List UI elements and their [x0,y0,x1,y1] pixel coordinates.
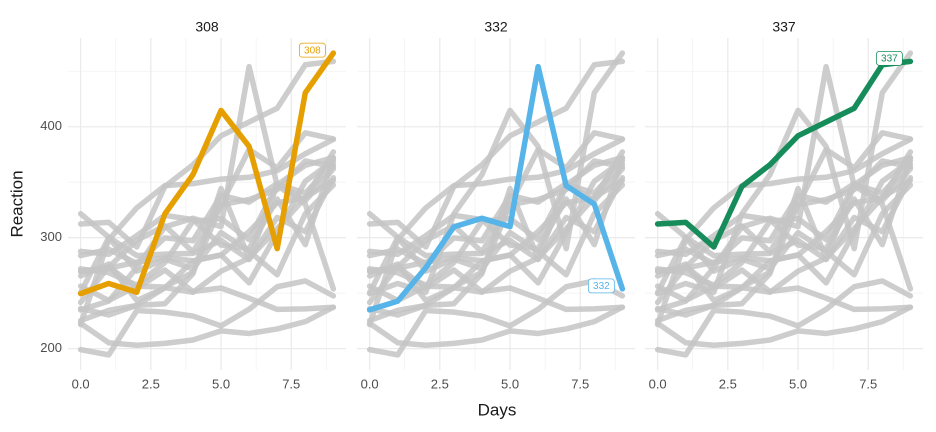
end-label: 308 [304,45,321,56]
x-tick-label: 0.0 [361,376,379,391]
y-tick-label: 300 [40,229,62,244]
end-label: 337 [881,54,898,65]
x-tick-label: 7.5 [571,376,589,391]
highlight-line [654,58,914,250]
background-line [654,157,914,286]
x-tick-label: 0.0 [72,376,90,391]
end-label: 332 [593,281,610,292]
background-line [77,58,337,250]
y-tick-label: 200 [40,340,62,355]
end-label-box [587,278,615,294]
background-line [654,278,914,358]
background-line [366,278,626,358]
x-tick-label: 7.5 [282,376,300,391]
background-line [77,63,337,313]
x-tick-label: 7.5 [859,376,877,391]
end-label-box [875,50,903,66]
y-tick-label: 400 [40,118,62,133]
panel-title: 337 [772,19,796,35]
x-tick-label: 5.0 [212,376,230,391]
x-tick-label: 5.0 [501,376,519,391]
panel-title: 308 [195,19,219,35]
background-line [366,157,626,286]
panel: 332 0.0 2.5 5.0 7.5 332 [357,19,635,391]
background-line [77,304,337,349]
background-line [366,58,626,250]
x-tick-label: 0.0 [649,376,667,391]
background-line [77,157,337,286]
panel: 308 200 300 400 0.0 2.5 5.0 7.5 308 [40,19,346,391]
x-tick-label: 5.0 [789,376,807,391]
end-label-box [298,42,326,58]
highlight-line [366,63,626,313]
x-axis-title: Days [478,400,517,419]
background-line [366,304,626,349]
x-tick-label: 2.5 [719,376,737,391]
x-tick-label: 2.5 [431,376,449,391]
highlight-line [77,50,337,297]
y-axis-title: Reaction [7,170,26,237]
background-line [77,278,337,358]
panel-title: 332 [484,19,508,35]
background-line [654,304,914,349]
x-tick-label: 2.5 [142,376,160,391]
background-line [654,63,914,313]
panel: 337 0.0 2.5 5.0 7.5 337 [645,19,923,391]
